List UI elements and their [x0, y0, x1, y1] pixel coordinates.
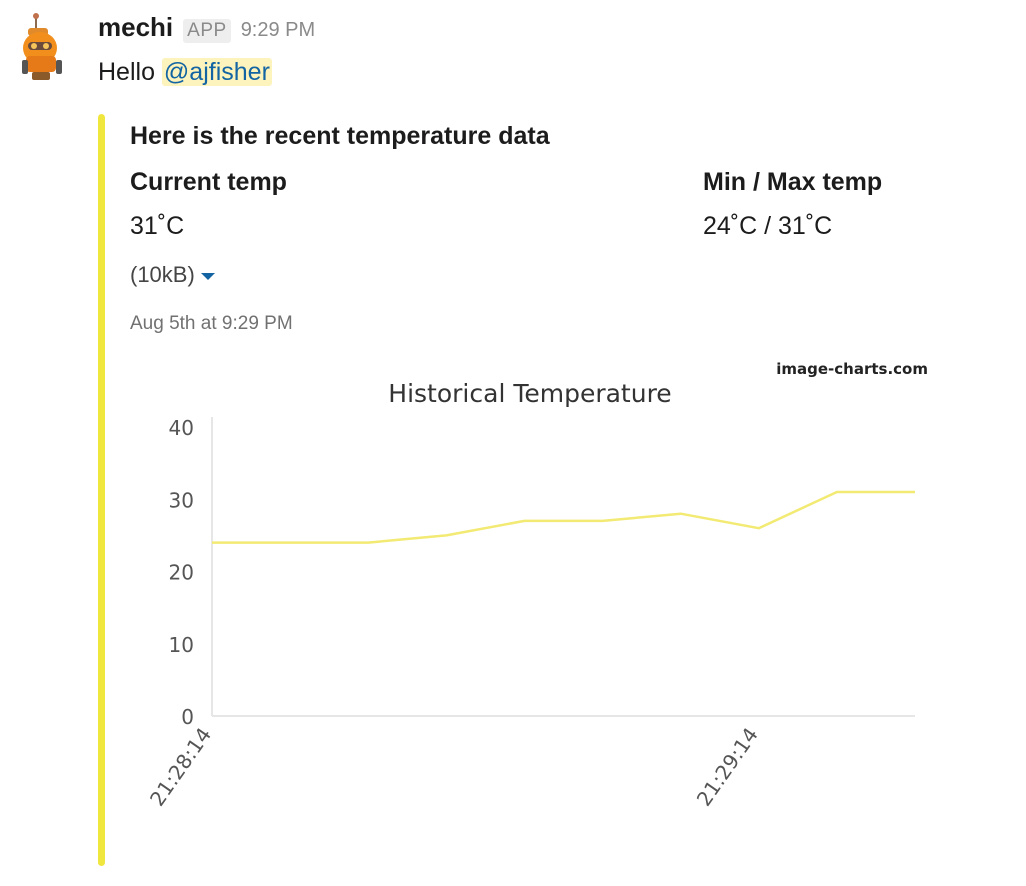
field-title-current-temp: Current temp	[130, 168, 287, 196]
y-tick-label: 10	[169, 633, 194, 657]
y-tick-label: 20	[169, 561, 194, 585]
temperature-chart: Historical Temperature 0 10 20 30 40 21:28:14 2…	[145, 379, 916, 810]
attachment-timestamp[interactable]: Aug 5th at 9:29 PM	[130, 313, 293, 334]
y-tick-label: 30	[169, 488, 194, 512]
chart-title: Historical Temperature	[388, 379, 671, 408]
caret-down-icon[interactable]	[200, 272, 215, 280]
message-text: Hello @ajfisher	[98, 58, 272, 87]
y-tick-label: 0	[181, 705, 194, 729]
y-tick-label: 40	[169, 416, 194, 440]
attachment-title: Here is the recent temperature data	[130, 122, 550, 150]
bot-avatar-icon[interactable]	[22, 12, 66, 84]
message-time[interactable]: 9:29 PM	[240, 19, 316, 41]
user-mention[interactable]: @ajfisher	[161, 58, 272, 86]
field-value-min-max-temp: 24˚C / 31˚C	[703, 212, 833, 240]
field-title-min-max-temp: Min / Max temp	[703, 168, 883, 196]
file-size-toggle[interactable]: (10kB)	[130, 262, 215, 288]
file-size-label: (10kB)	[130, 262, 195, 287]
app-badge: APP	[183, 19, 231, 43]
message-header: mechi APP 9:29 PM	[98, 12, 315, 48]
series-line	[212, 490, 915, 544]
message-text-prefix: Hello	[98, 58, 162, 86]
field-value-current-temp: 31˚C	[130, 212, 185, 240]
x-tick-label: 21:29:14	[692, 723, 763, 810]
chart-watermark: image-charts.com	[776, 360, 928, 378]
chart-image[interactable]: image-charts.com Historical Temperature 0…	[130, 350, 930, 860]
username[interactable]: mechi	[98, 12, 174, 42]
attachment-accent-bar	[98, 114, 105, 866]
x-tick-label: 21:28:14	[145, 723, 216, 810]
